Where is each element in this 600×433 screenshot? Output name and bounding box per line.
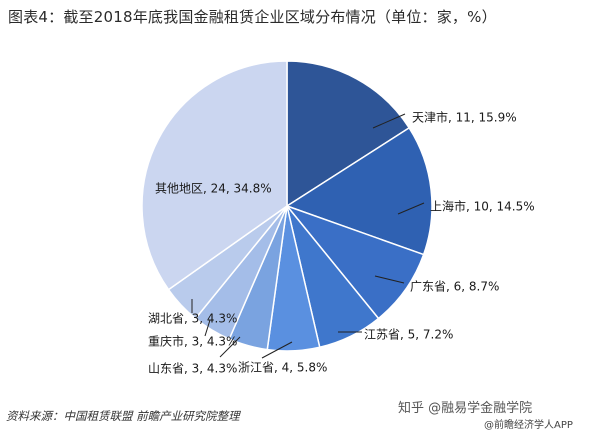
leader-line: [397, 202, 425, 215]
pie-slices: [141, 60, 433, 352]
zhihu-watermark: 知乎 @融易学金融学院: [398, 401, 533, 416]
app-watermark: @前瞻经济学人APP: [484, 420, 573, 431]
pie-slice: [286, 60, 411, 208]
data-label: 天津市, 11, 15.9%: [412, 110, 517, 125]
pie-slice: [141, 60, 288, 291]
data-label: 重庆市, 3, 4.3%: [148, 334, 237, 349]
data-label: 其他地区, 24, 34.8%: [155, 182, 272, 196]
data-label: 浙江省, 4, 5.8%: [238, 361, 327, 375]
leader-line: [204, 319, 211, 337]
data-label: 江苏省, 5, 7.2%: [364, 328, 453, 342]
leader-line: [372, 113, 406, 129]
data-label: 山东省, 3, 4.3%: [148, 362, 237, 376]
chart-title: 图表4：截至2018年底我国金融租赁企业区域分布情况（单位：家，%）: [8, 8, 497, 26]
leader-line: [219, 336, 241, 358]
leader-line: [374, 275, 405, 284]
pie-slice: [285, 126, 433, 256]
data-label: 上海市, 10, 14.5%: [430, 199, 535, 214]
data-labels: 天津市, 11, 15.9% 上海市, 10, 14.5% 广东省, 6, 8.7%…: [148, 110, 535, 376]
leader-line: [261, 341, 293, 359]
leader-lines: [191, 113, 425, 359]
data-label: 湖北省, 3, 4.3%: [148, 311, 237, 326]
source-note: 资料来源：中国租赁联盟 前瞻产业研究院整理: [6, 409, 240, 423]
data-label: 广东省, 6, 8.7%: [410, 280, 499, 294]
